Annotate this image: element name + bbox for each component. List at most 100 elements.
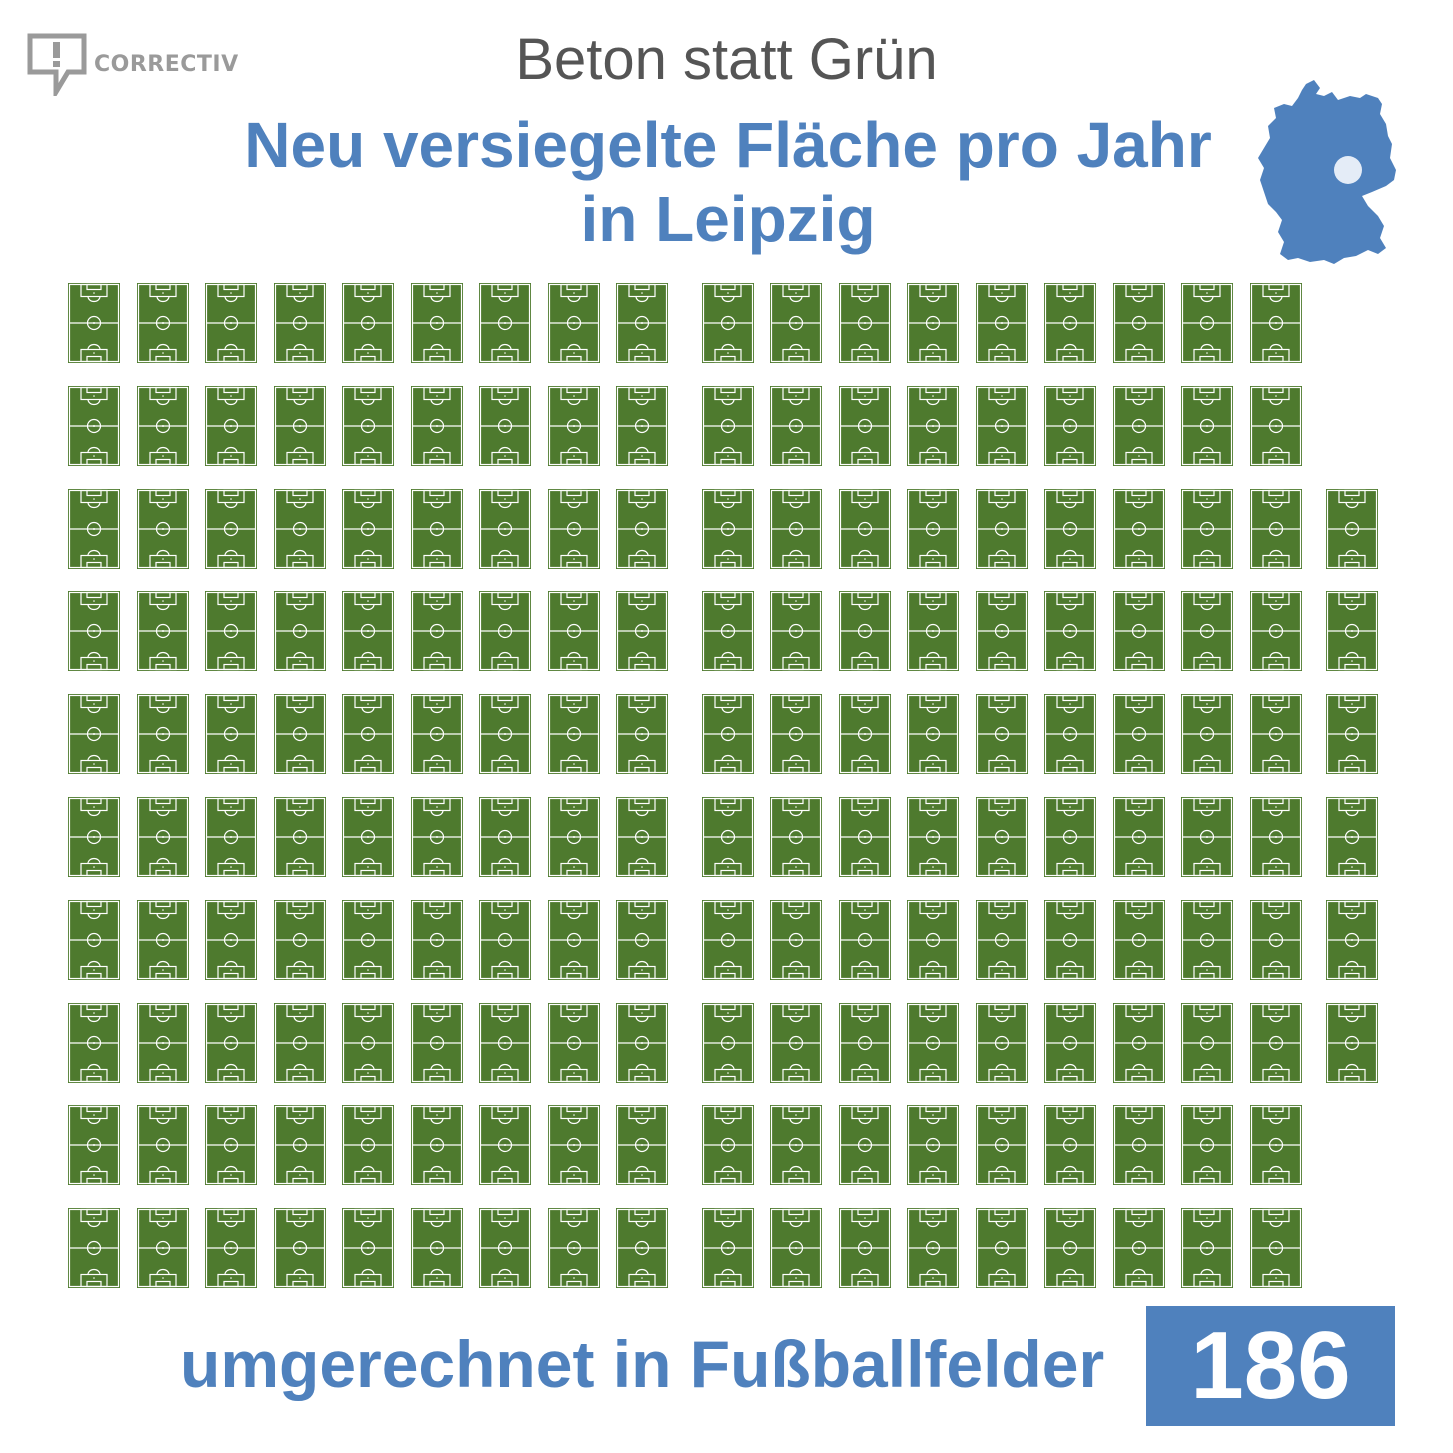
football-pitch-icon	[1249, 488, 1302, 569]
football-pitch-icon	[701, 1105, 754, 1186]
football-pitch-icon	[701, 385, 754, 466]
football-pitch-icon	[68, 591, 120, 672]
football-pitch-icon	[479, 1002, 531, 1083]
football-pitch-icon	[616, 899, 668, 980]
football-pitch-icon	[410, 797, 463, 877]
football-pitch-icon	[136, 283, 189, 363]
football-pitch-icon	[479, 1105, 531, 1186]
football-pitch-icon	[1112, 488, 1165, 569]
total-count: 186	[1146, 1306, 1395, 1426]
football-pitch-icon	[616, 283, 668, 363]
football-pitch-icon	[907, 385, 959, 466]
football-pitch-icon	[1181, 591, 1233, 672]
football-pitch-icon	[616, 1105, 668, 1186]
football-pitch-icon	[342, 1002, 394, 1083]
football-pitch-icon	[907, 694, 959, 775]
football-pitch-icon	[616, 694, 668, 775]
football-pitch-icon	[907, 488, 959, 569]
football-pitch-icon	[547, 1002, 600, 1083]
football-pitch-icon	[1181, 1208, 1233, 1289]
football-pitch-icon	[410, 1002, 463, 1083]
football-pitch-icon	[1044, 1208, 1096, 1289]
football-pitch-icon	[1112, 1208, 1165, 1289]
football-pitch-icon	[770, 591, 822, 672]
football-pitch-icon	[547, 488, 600, 569]
football-pitch-icon	[68, 694, 120, 775]
football-pitch-icon	[1112, 899, 1165, 980]
football-pitch-icon	[838, 797, 891, 877]
football-pitch-icon	[342, 1208, 394, 1289]
football-pitch-icon	[1044, 488, 1096, 569]
football-pitch-icon	[975, 488, 1028, 569]
football-pitch-icon	[907, 899, 959, 980]
football-pitch-icon	[410, 694, 463, 775]
football-pitch-icon	[68, 283, 120, 363]
football-pitch-icon	[136, 1105, 189, 1186]
subtitle-line-1: Neu versiegelte Fläche pro Jahr	[244, 109, 1212, 181]
football-pitch-icon	[205, 283, 257, 363]
football-pitch-icon	[1249, 899, 1302, 980]
football-pitch-icon	[273, 1002, 326, 1083]
football-pitch-icon	[273, 1105, 326, 1186]
football-pitch-icon	[342, 488, 394, 569]
football-pitch-icon	[1181, 1002, 1233, 1083]
football-pitch-icon	[838, 1208, 891, 1289]
football-pitch-icon	[342, 385, 394, 466]
football-pitch-icon	[68, 1208, 120, 1289]
football-pitch-icon	[838, 488, 891, 569]
speech-bubble-exclamation-icon	[27, 33, 87, 96]
football-pitch-icon	[342, 694, 394, 775]
football-pitch-icon	[1249, 1002, 1302, 1083]
football-pitch-icon	[838, 899, 891, 980]
football-pitch-icon	[770, 899, 822, 980]
football-pitch-icon	[205, 385, 257, 466]
football-pitch-icon	[907, 591, 959, 672]
football-pitch-icon	[701, 1002, 754, 1083]
football-pitch-icon	[701, 591, 754, 672]
page-title: Beton statt Grün	[515, 27, 938, 92]
football-pitch-icon	[410, 488, 463, 569]
football-pitch-icon	[616, 591, 668, 672]
football-pitch-icon	[1112, 385, 1165, 466]
football-pitch-icon	[479, 1208, 531, 1289]
footer-label: umgerechnet in Fußballfelder	[180, 1327, 1105, 1401]
football-pitch-icon	[1044, 797, 1096, 877]
football-pitch-icon	[205, 1002, 257, 1083]
football-pitch-icon	[205, 899, 257, 980]
football-pitch-icon	[273, 1208, 326, 1289]
football-pitch-icon	[701, 694, 754, 775]
football-pitch-icon	[975, 1002, 1028, 1083]
football-pitch-icon	[205, 1208, 257, 1289]
football-pitch-icon	[479, 899, 531, 980]
football-pitch-icon	[1112, 797, 1165, 877]
football-pitch-icon	[136, 385, 189, 466]
football-pitch-icon	[547, 591, 600, 672]
football-pitch-icon	[838, 385, 891, 466]
football-pitch-icon	[907, 797, 959, 877]
football-pitch-icon	[342, 283, 394, 363]
football-pitch-icon	[616, 1002, 668, 1083]
germany-map-icon	[1258, 80, 1396, 264]
football-pitch-icon	[136, 797, 189, 877]
football-pitch-icon	[975, 797, 1028, 877]
football-pitch-icon	[770, 1105, 822, 1186]
football-pitch-icon	[907, 283, 959, 363]
football-pitch-icon	[479, 385, 531, 466]
football-pitch-icon	[1249, 797, 1302, 877]
football-pitch-icon	[1181, 283, 1233, 363]
football-pitch-icon	[547, 385, 600, 466]
football-pitch-icon	[616, 385, 668, 466]
football-pitch-icon	[770, 797, 822, 877]
football-pitch-icon	[479, 488, 531, 569]
football-pitch-icon	[1249, 385, 1302, 466]
football-pitch-icon	[68, 385, 120, 466]
football-pitch-icon	[975, 283, 1028, 363]
football-pitch-icon	[1181, 797, 1233, 877]
football-pitch-icon	[770, 488, 822, 569]
football-pitch-icon	[273, 283, 326, 363]
football-pitch-icon	[273, 899, 326, 980]
football-pitch-icon	[136, 899, 189, 980]
football-pitch-icon	[136, 591, 189, 672]
football-pitch-icon	[770, 694, 822, 775]
football-pitch-icon	[1044, 899, 1096, 980]
